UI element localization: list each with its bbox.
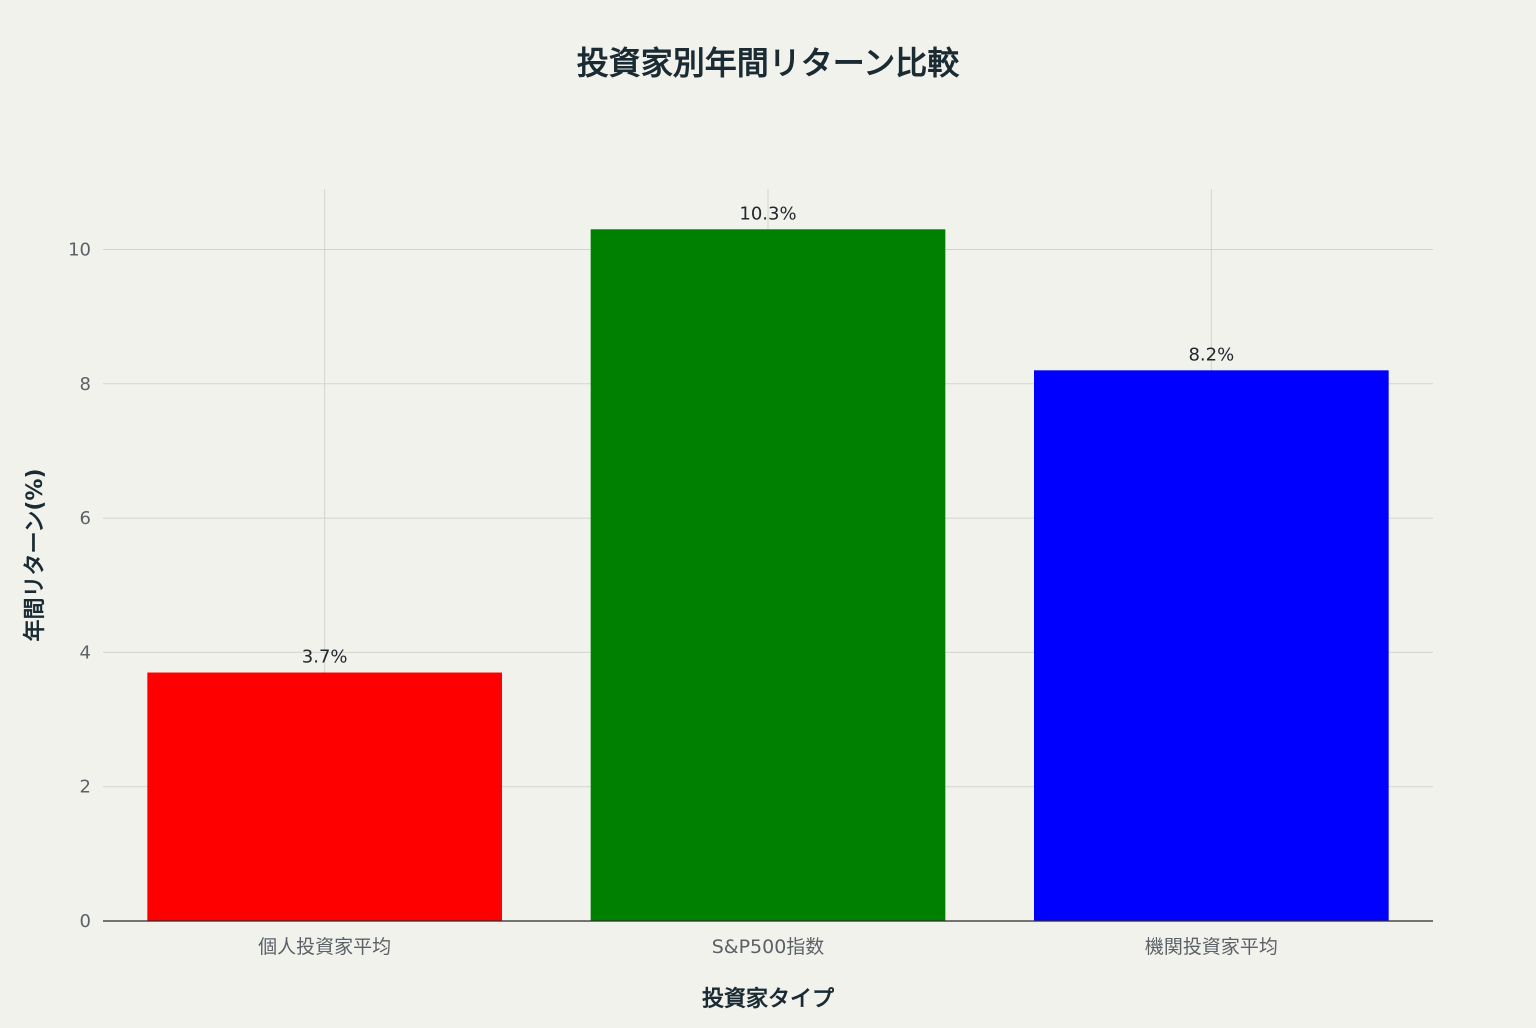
y-tick-label: 10: [68, 239, 91, 260]
x-tick-label: 個人投資家平均: [258, 936, 391, 958]
y-tick-label: 8: [80, 374, 91, 395]
bar: [147, 672, 503, 921]
bar: [590, 229, 946, 921]
bar: [1034, 370, 1389, 921]
x-tick-label: 機関投資家平均: [1145, 936, 1278, 958]
labels-layer: 0 2 4 6 8 10 3.7% 個人投資家平均 10.3% S&P500指数 8.2% 機関投資家…: [68, 203, 1278, 958]
chart-title: 投資家別年間リターン比較: [577, 44, 960, 82]
x-tick-label: S&P500指数: [712, 936, 825, 958]
y-tick-label: 6: [80, 508, 91, 529]
y-tick-label: 2: [80, 777, 91, 798]
y-axis-title: 年間リターン(%): [22, 468, 48, 641]
y-tick-label: 0: [80, 911, 91, 932]
y-tick-label: 4: [80, 642, 91, 663]
x-axis-title: 投資家タイプ: [702, 986, 835, 1012]
bars-layer: [147, 229, 1389, 921]
bar-data-label: 10.3%: [739, 203, 796, 224]
bar-data-label: 3.7%: [302, 647, 348, 668]
bar-data-label: 8.2%: [1188, 344, 1234, 365]
